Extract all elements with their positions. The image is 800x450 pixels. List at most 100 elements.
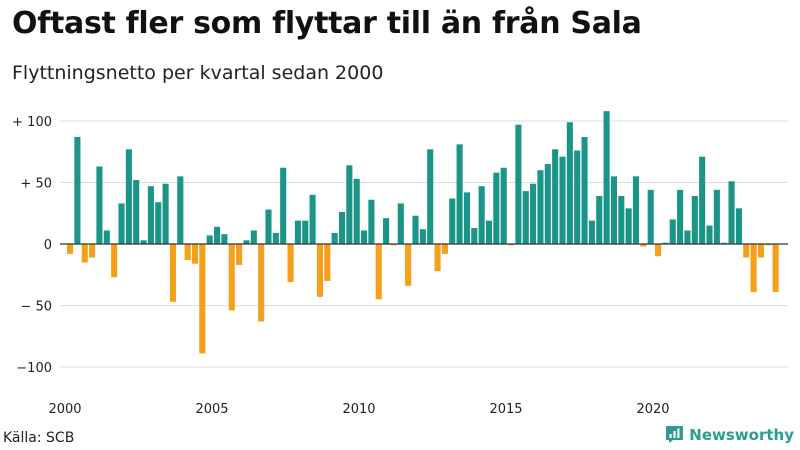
bar: [515, 124, 522, 244]
bar: [566, 122, 573, 244]
bar: [375, 244, 382, 300]
bar: [427, 149, 434, 244]
bar: [419, 229, 426, 244]
bar: [713, 189, 720, 244]
bar: [765, 244, 772, 246]
bar: [434, 244, 441, 272]
bar: [691, 196, 698, 244]
bar: [221, 234, 228, 244]
bar: [236, 244, 243, 265]
bar: [588, 220, 595, 244]
bar: [346, 165, 353, 244]
bar: [118, 203, 125, 244]
source-note: Källa: SCB: [3, 430, 75, 446]
bar: [544, 164, 551, 244]
bar: [610, 176, 617, 244]
y-axis-labels: + 100 + 50 0 − 50 −100: [12, 115, 52, 376]
bar: [493, 172, 500, 244]
y-tick-label: + 50: [20, 177, 52, 192]
bar: [559, 156, 566, 244]
bar: [162, 183, 169, 244]
bar: [397, 203, 404, 244]
bar: [280, 167, 287, 244]
bar: [508, 244, 515, 246]
bar: [530, 183, 537, 244]
bar: [243, 240, 250, 244]
chart-subtitle: Flyttningsnetto per kvartal sedan 2000: [12, 62, 384, 84]
bar: [67, 244, 74, 254]
bar: [772, 244, 779, 292]
bar: [324, 244, 331, 281]
bar: [662, 242, 669, 244]
bar: [383, 218, 390, 244]
bar: [603, 111, 610, 244]
bar: [728, 181, 735, 244]
bar: [390, 244, 397, 246]
bar: [191, 244, 199, 264]
x-tick-label: 2020: [636, 402, 669, 417]
bar: [463, 192, 470, 244]
bar: [272, 232, 279, 244]
bar: [316, 244, 323, 297]
bar: [500, 167, 507, 244]
bar: [265, 209, 272, 244]
bar: [677, 189, 684, 244]
bar: [750, 244, 757, 292]
bar: [250, 230, 257, 244]
bar: [596, 196, 603, 244]
bar: [199, 244, 206, 354]
y-tick-label: −100: [16, 361, 52, 376]
bar: [228, 244, 235, 311]
bar: [699, 156, 706, 244]
bar: [155, 202, 162, 244]
bar: [133, 180, 140, 244]
bar: [581, 136, 588, 244]
bar: [294, 220, 301, 244]
bar: [456, 144, 463, 244]
x-tick-label: 2000: [48, 402, 81, 417]
bar: [632, 176, 640, 244]
y-tick-label: − 50: [20, 300, 52, 315]
bar: [706, 225, 713, 244]
bar: [258, 244, 265, 322]
bar: [640, 244, 647, 247]
bar: [368, 199, 375, 244]
bar: [96, 166, 103, 244]
bar: [647, 189, 654, 244]
bar: [74, 136, 81, 244]
bar: [147, 186, 154, 244]
bar: [522, 191, 529, 244]
bar: [552, 149, 559, 244]
bar: [111, 244, 118, 278]
bar: [184, 244, 191, 260]
bar: [757, 244, 764, 258]
bar: [669, 219, 676, 244]
bar: [214, 226, 221, 244]
bar: [302, 220, 309, 244]
bar: [81, 244, 88, 263]
bar: [353, 178, 360, 244]
bar: [471, 228, 478, 244]
bar: [169, 244, 176, 302]
bar: [405, 244, 412, 286]
y-tick-label: 0: [44, 238, 52, 253]
x-tick-label: 2010: [342, 402, 375, 417]
x-tick-label: 2015: [489, 402, 522, 417]
bar: [618, 196, 625, 244]
bar: [206, 235, 213, 244]
bar: [331, 232, 338, 244]
bar: [485, 220, 493, 244]
bar-series: [67, 111, 779, 354]
brand-name: Newsworthy: [689, 425, 794, 444]
bar: [177, 176, 184, 244]
bar: [140, 240, 147, 244]
brand-logo: Newsworthy: [665, 425, 794, 444]
bar: [103, 230, 110, 244]
bar: [735, 208, 742, 244]
bar: [655, 244, 662, 257]
bar: [625, 208, 632, 244]
bar: [89, 244, 96, 258]
newsworthy-logo-icon: [666, 426, 684, 443]
bar: [309, 194, 316, 244]
